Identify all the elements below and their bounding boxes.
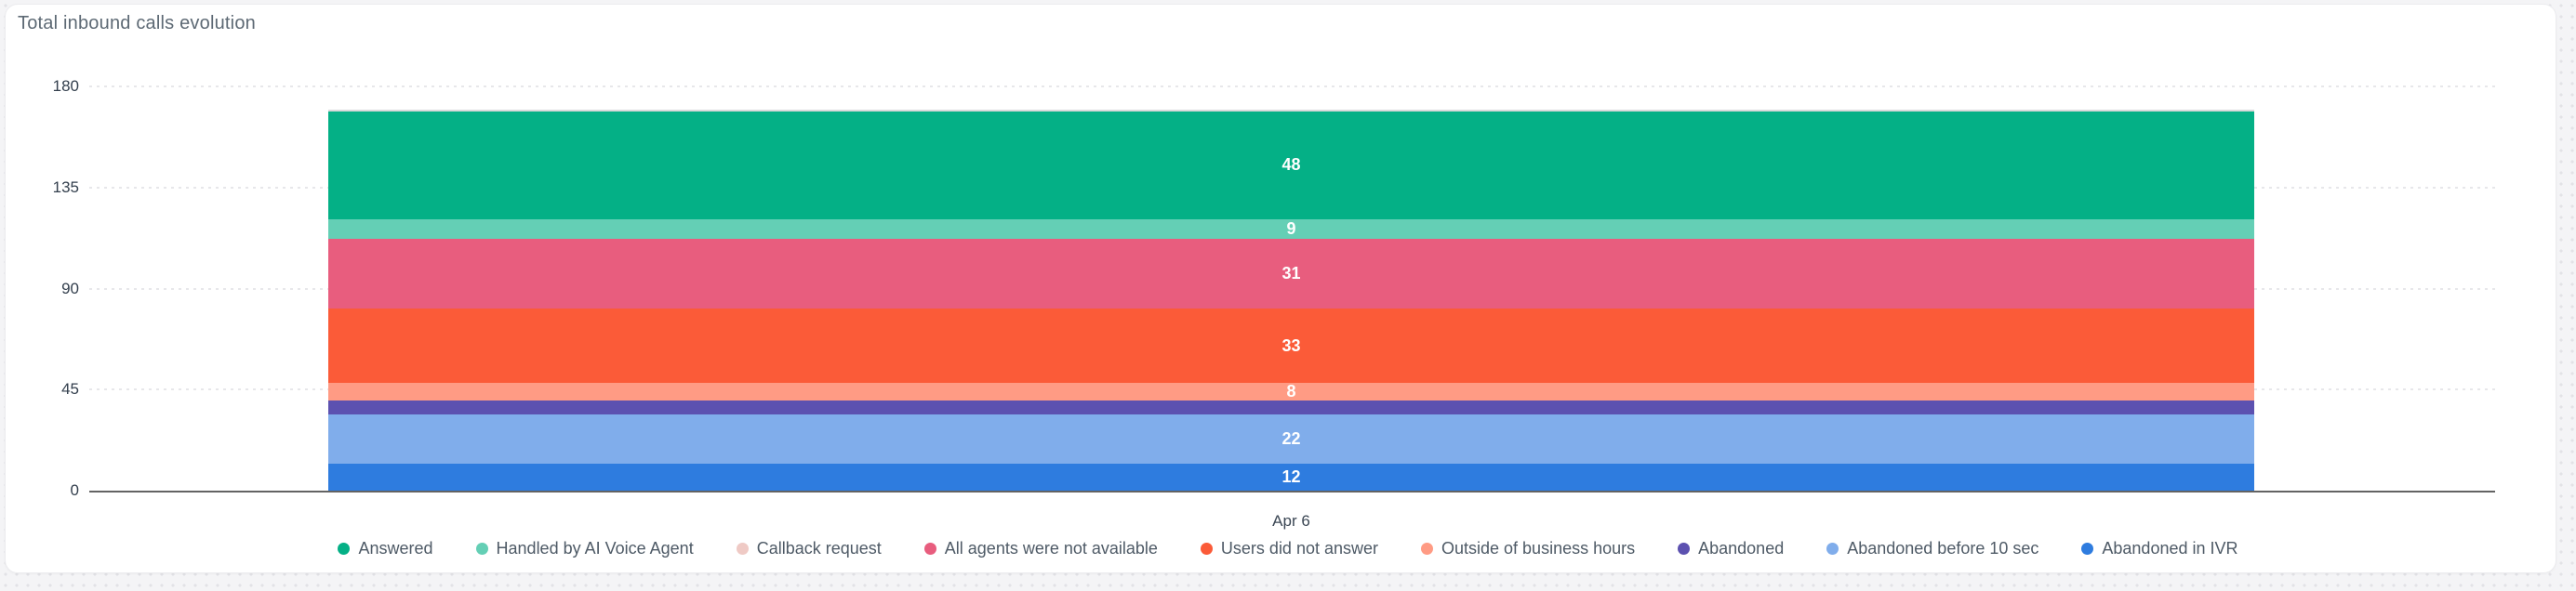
bar-segment-handled-by-ai-voice-agent[interactable]: 9 (328, 218, 2254, 240)
legend-marker-icon (1678, 543, 1691, 555)
bar-segment-abandoned[interactable] (328, 401, 2254, 414)
legend-marker-icon (736, 543, 749, 555)
bar-segment-answered[interactable]: 48 (328, 111, 2254, 219)
bar-segment-abandoned-in-ivr[interactable]: 12 (328, 463, 2254, 491)
chart-title: Total inbound calls evolution (18, 13, 256, 33)
legend-item-callback-request[interactable]: Callback request (736, 539, 882, 558)
y-axis-tick-label: 45 (61, 380, 79, 399)
legend-label: Abandoned (1698, 539, 1785, 558)
legend-item-abandoned[interactable]: Abandoned (1678, 539, 1784, 558)
legend-marker-icon (1200, 543, 1213, 555)
bar-segment-all-agents-were-not-available[interactable]: 31 (328, 239, 2254, 309)
legend-label: Handled by AI Voice Agent (496, 539, 694, 558)
x-axis-category-label: Apr 6 (1272, 512, 1310, 530)
y-axis-tick-label: 0 (70, 481, 79, 499)
legend-label: Callback request (756, 539, 882, 558)
legend-marker-icon (338, 543, 351, 555)
legend-label: Abandoned in IVR (2102, 539, 2238, 558)
gridline-180 (89, 85, 2495, 87)
legend-marker-icon (923, 543, 936, 555)
legend-marker-icon (1826, 543, 1839, 555)
legend-marker-icon (1421, 543, 1433, 555)
legend-item-handled-by-ai-voice-agent[interactable]: Handled by AI Voice Agent (475, 539, 694, 558)
legend-item-all-agents-were-not-available[interactable]: All agents were not available (923, 539, 1158, 558)
legend-marker-icon (475, 543, 488, 555)
y-axis-tick-label: 135 (52, 177, 79, 196)
legend-label: Users did not answer (1220, 539, 1378, 558)
bar-segment-users-did-not-answer[interactable]: 33 (328, 309, 2254, 383)
legend-label: All agents were not available (944, 539, 1158, 558)
y-axis-tick-label: 90 (61, 279, 79, 297)
x-axis-line (89, 491, 2495, 492)
legend-label: Answered (358, 539, 433, 558)
legend-label: Outside of business hours (1441, 539, 1636, 558)
stacked-bar: 12 22 8 33 31 9 48 (328, 109, 2254, 491)
legend-item-answered[interactable]: Answered (338, 539, 433, 558)
chart-legend: Answered Handled by AI Voice Agent Callbac… (0, 539, 2576, 558)
legend-item-outside-of-business-hours[interactable]: Outside of business hours (1421, 539, 1635, 558)
legend-item-abandoned-before-10-sec[interactable]: Abandoned before 10 sec (1826, 539, 2038, 558)
legend-marker-icon (2081, 543, 2094, 555)
y-axis-tick-label: 180 (52, 77, 79, 95)
legend-item-abandoned-in-ivr[interactable]: Abandoned in IVR (2081, 539, 2238, 558)
legend-item-users-did-not-answer[interactable]: Users did not answer (1200, 539, 1378, 558)
bar-segment-abandoned-before-10-sec[interactable]: 22 (328, 414, 2254, 464)
bar-segment-outside-of-business-hours[interactable]: 8 (328, 382, 2254, 401)
legend-label: Abandoned before 10 sec (1847, 539, 2039, 558)
